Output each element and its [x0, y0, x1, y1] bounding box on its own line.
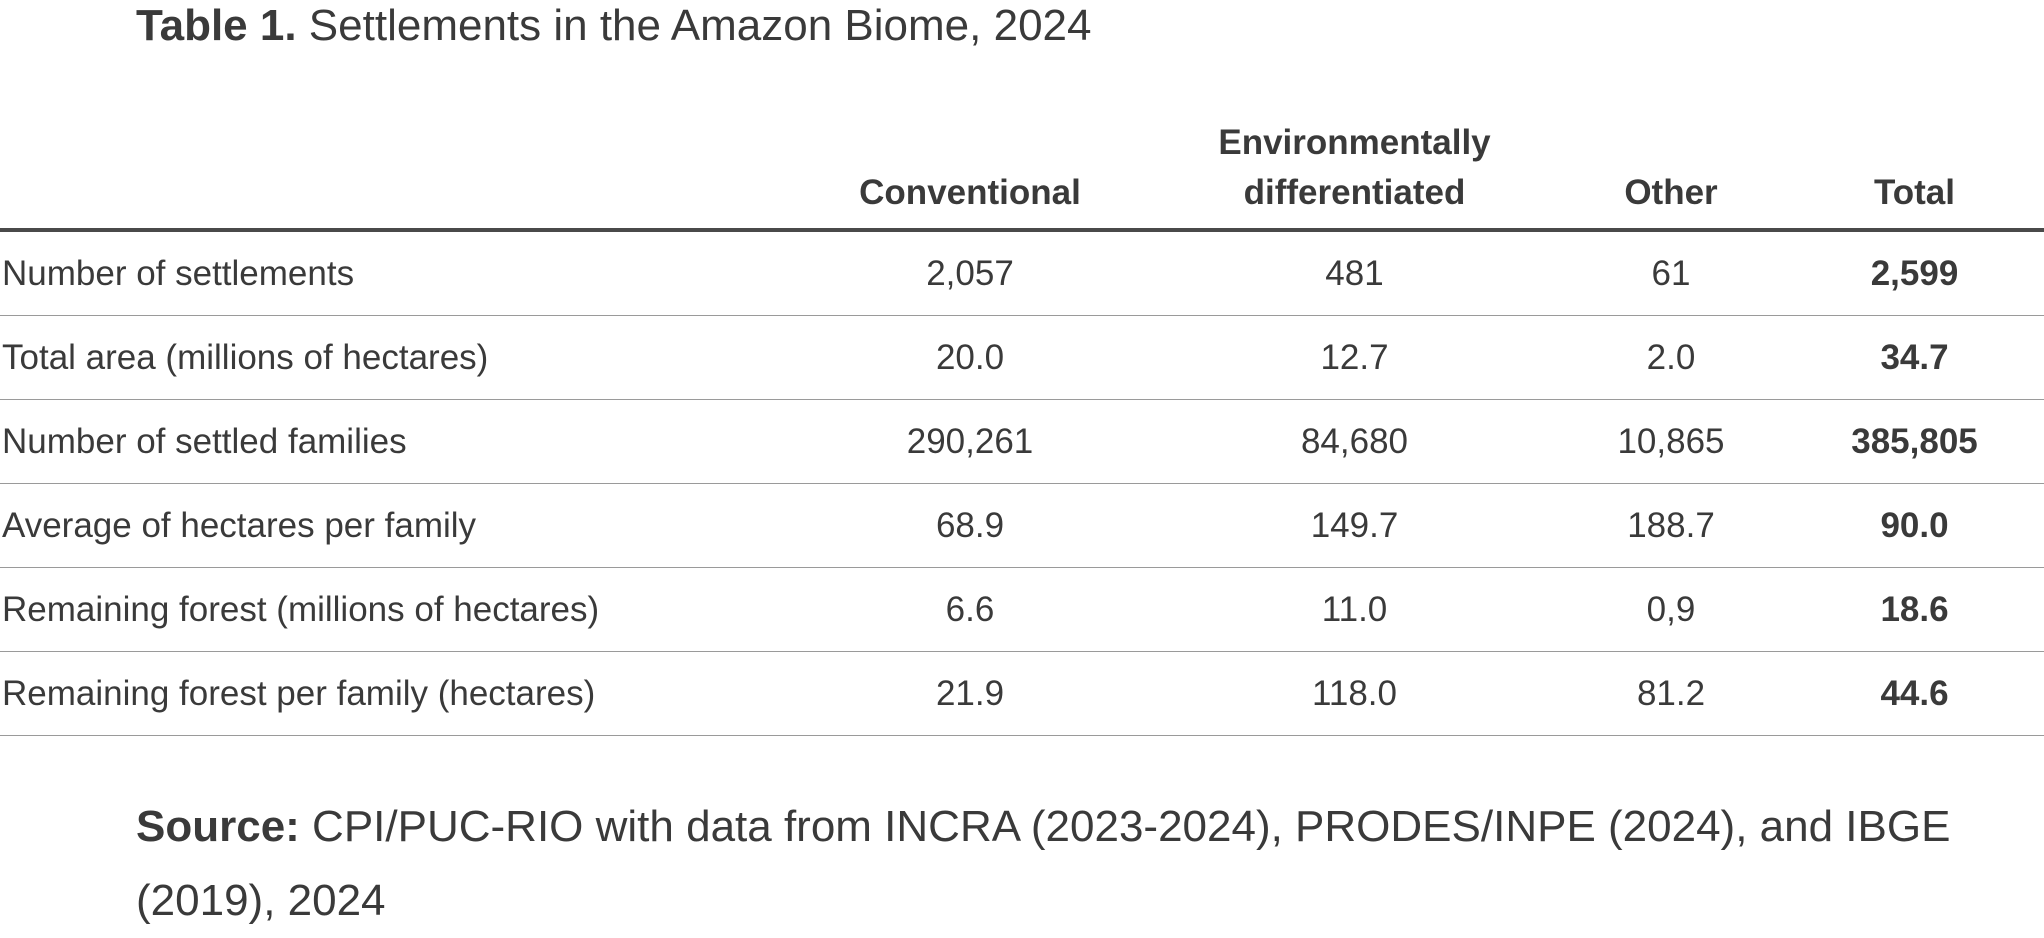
cell-conventional: 2,057 — [788, 230, 1152, 316]
cell-total: 385,805 — [1785, 399, 2044, 484]
cell-conventional: 290,261 — [788, 399, 1152, 484]
cell-environmental: 11.0 — [1152, 567, 1557, 652]
cell-total: 44.6 — [1785, 651, 2044, 736]
table-row: Average of hectares per family 68.9 149.… — [0, 483, 2044, 568]
cell-other: 61 — [1557, 230, 1785, 316]
table-row: Remaining forest (millions of hectares) … — [0, 567, 2044, 652]
header-environmentally-differentiated: Environmentally differentiated — [1152, 118, 1557, 232]
cell-other: 188.7 — [1557, 483, 1785, 568]
table-title-prefix: Table 1. — [136, 1, 297, 50]
source-note: Source: CPI/PUC-RIO with data from INCRA… — [136, 790, 1996, 938]
row-label: Number of settled families — [0, 399, 788, 484]
table-title: Table 1. Settlements in the Amazon Biome… — [136, 0, 1091, 52]
row-label: Remaining forest per family (hectares) — [0, 651, 788, 736]
cell-other: 10,865 — [1557, 399, 1785, 484]
cell-environmental: 149.7 — [1152, 483, 1557, 568]
cell-environmental: 84,680 — [1152, 399, 1557, 484]
cell-total: 90.0 — [1785, 483, 2044, 568]
cell-environmental: 12.7 — [1152, 315, 1557, 400]
cell-conventional: 20.0 — [788, 315, 1152, 400]
header-label-column — [0, 118, 788, 232]
header-other: Other — [1557, 118, 1785, 232]
source-text: CPI/PUC-RIO with data from INCRA (2023-2… — [136, 802, 1951, 925]
table-row: Remaining forest per family (hectares) 2… — [0, 651, 2044, 736]
header-total: Total — [1785, 118, 2044, 232]
cell-conventional: 21.9 — [788, 651, 1152, 736]
row-label: Average of hectares per family — [0, 483, 788, 568]
table-body: Number of settlements 2,057 481 61 2,599… — [0, 230, 2044, 736]
header-conventional: Conventional — [788, 118, 1152, 232]
cell-other: 0,9 — [1557, 567, 1785, 652]
cell-environmental: 481 — [1152, 230, 1557, 316]
table-title-text: Settlements in the Amazon Biome, 2024 — [296, 1, 1092, 50]
row-label: Number of settlements — [0, 230, 788, 316]
cell-total: 18.6 — [1785, 567, 2044, 652]
cell-other: 2.0 — [1557, 315, 1785, 400]
table-row: Number of settled families 290,261 84,68… — [0, 399, 2044, 484]
table-row: Number of settlements 2,057 481 61 2,599 — [0, 230, 2044, 316]
row-label: Remaining forest (millions of hectares) — [0, 567, 788, 652]
settlements-table: Conventional Environmentally differentiat… — [0, 118, 2044, 736]
source-prefix: Source: — [136, 802, 300, 851]
table-header: Conventional Environmentally differentiat… — [0, 118, 2044, 232]
cell-conventional: 6.6 — [788, 567, 1152, 652]
cell-total: 34.7 — [1785, 315, 2044, 400]
cell-other: 81.2 — [1557, 651, 1785, 736]
cell-conventional: 68.9 — [788, 483, 1152, 568]
row-label: Total area (millions of hectares) — [0, 315, 788, 400]
cell-environmental: 118.0 — [1152, 651, 1557, 736]
table-row: Total area (millions of hectares) 20.0 1… — [0, 315, 2044, 400]
cell-total: 2,599 — [1785, 230, 2044, 316]
header-row: Conventional Environmentally differentiat… — [0, 118, 2044, 232]
